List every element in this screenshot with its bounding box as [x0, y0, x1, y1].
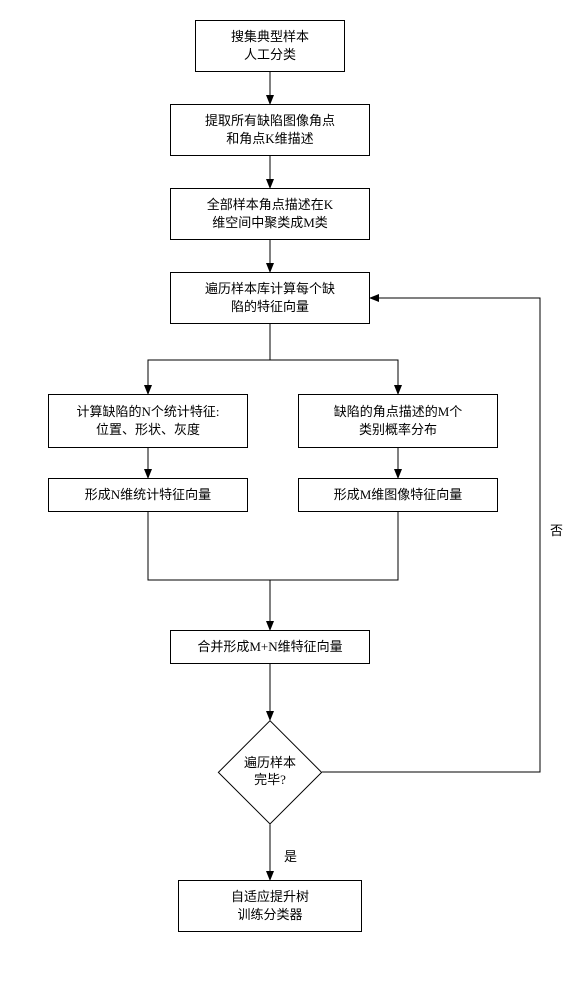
node-n6b: 形成M维图像特征向量 — [298, 478, 498, 512]
edge-5 — [270, 360, 398, 394]
edge-13 — [322, 298, 540, 772]
node-n1: 搜集典型样本人工分类 — [195, 20, 345, 72]
node-n2: 提取所有缺陷图像角点和角点K维描述 — [170, 104, 370, 156]
node-n8: 遍历样本完毕? — [218, 720, 322, 824]
node-n5b: 缺陷的角点描述的M个类别概率分布 — [298, 394, 498, 448]
flowchart-canvas: 搜集典型样本人工分类提取所有缺陷图像角点和角点K维描述全部样本角点描述在K维空间… — [0, 0, 584, 1000]
node-n9: 自适应提升树训练分类器 — [178, 880, 362, 932]
node-n6a: 形成N维统计特征向量 — [48, 478, 248, 512]
edge-9 — [270, 512, 398, 580]
node-n5a: 计算缺陷的N个统计特征:位置、形状、灰度 — [48, 394, 248, 448]
node-n7: 合并形成M+N维特征向量 — [170, 630, 370, 664]
node-n3: 全部样本角点描述在K维空间中聚类成M类 — [170, 188, 370, 240]
edge-label-12: 是 — [282, 846, 299, 865]
edge-8 — [148, 512, 270, 580]
edge-4 — [148, 360, 270, 394]
node-n4: 遍历样本库计算每个缺陷的特征向量 — [170, 272, 370, 324]
edge-label-13: 否 — [548, 520, 565, 539]
